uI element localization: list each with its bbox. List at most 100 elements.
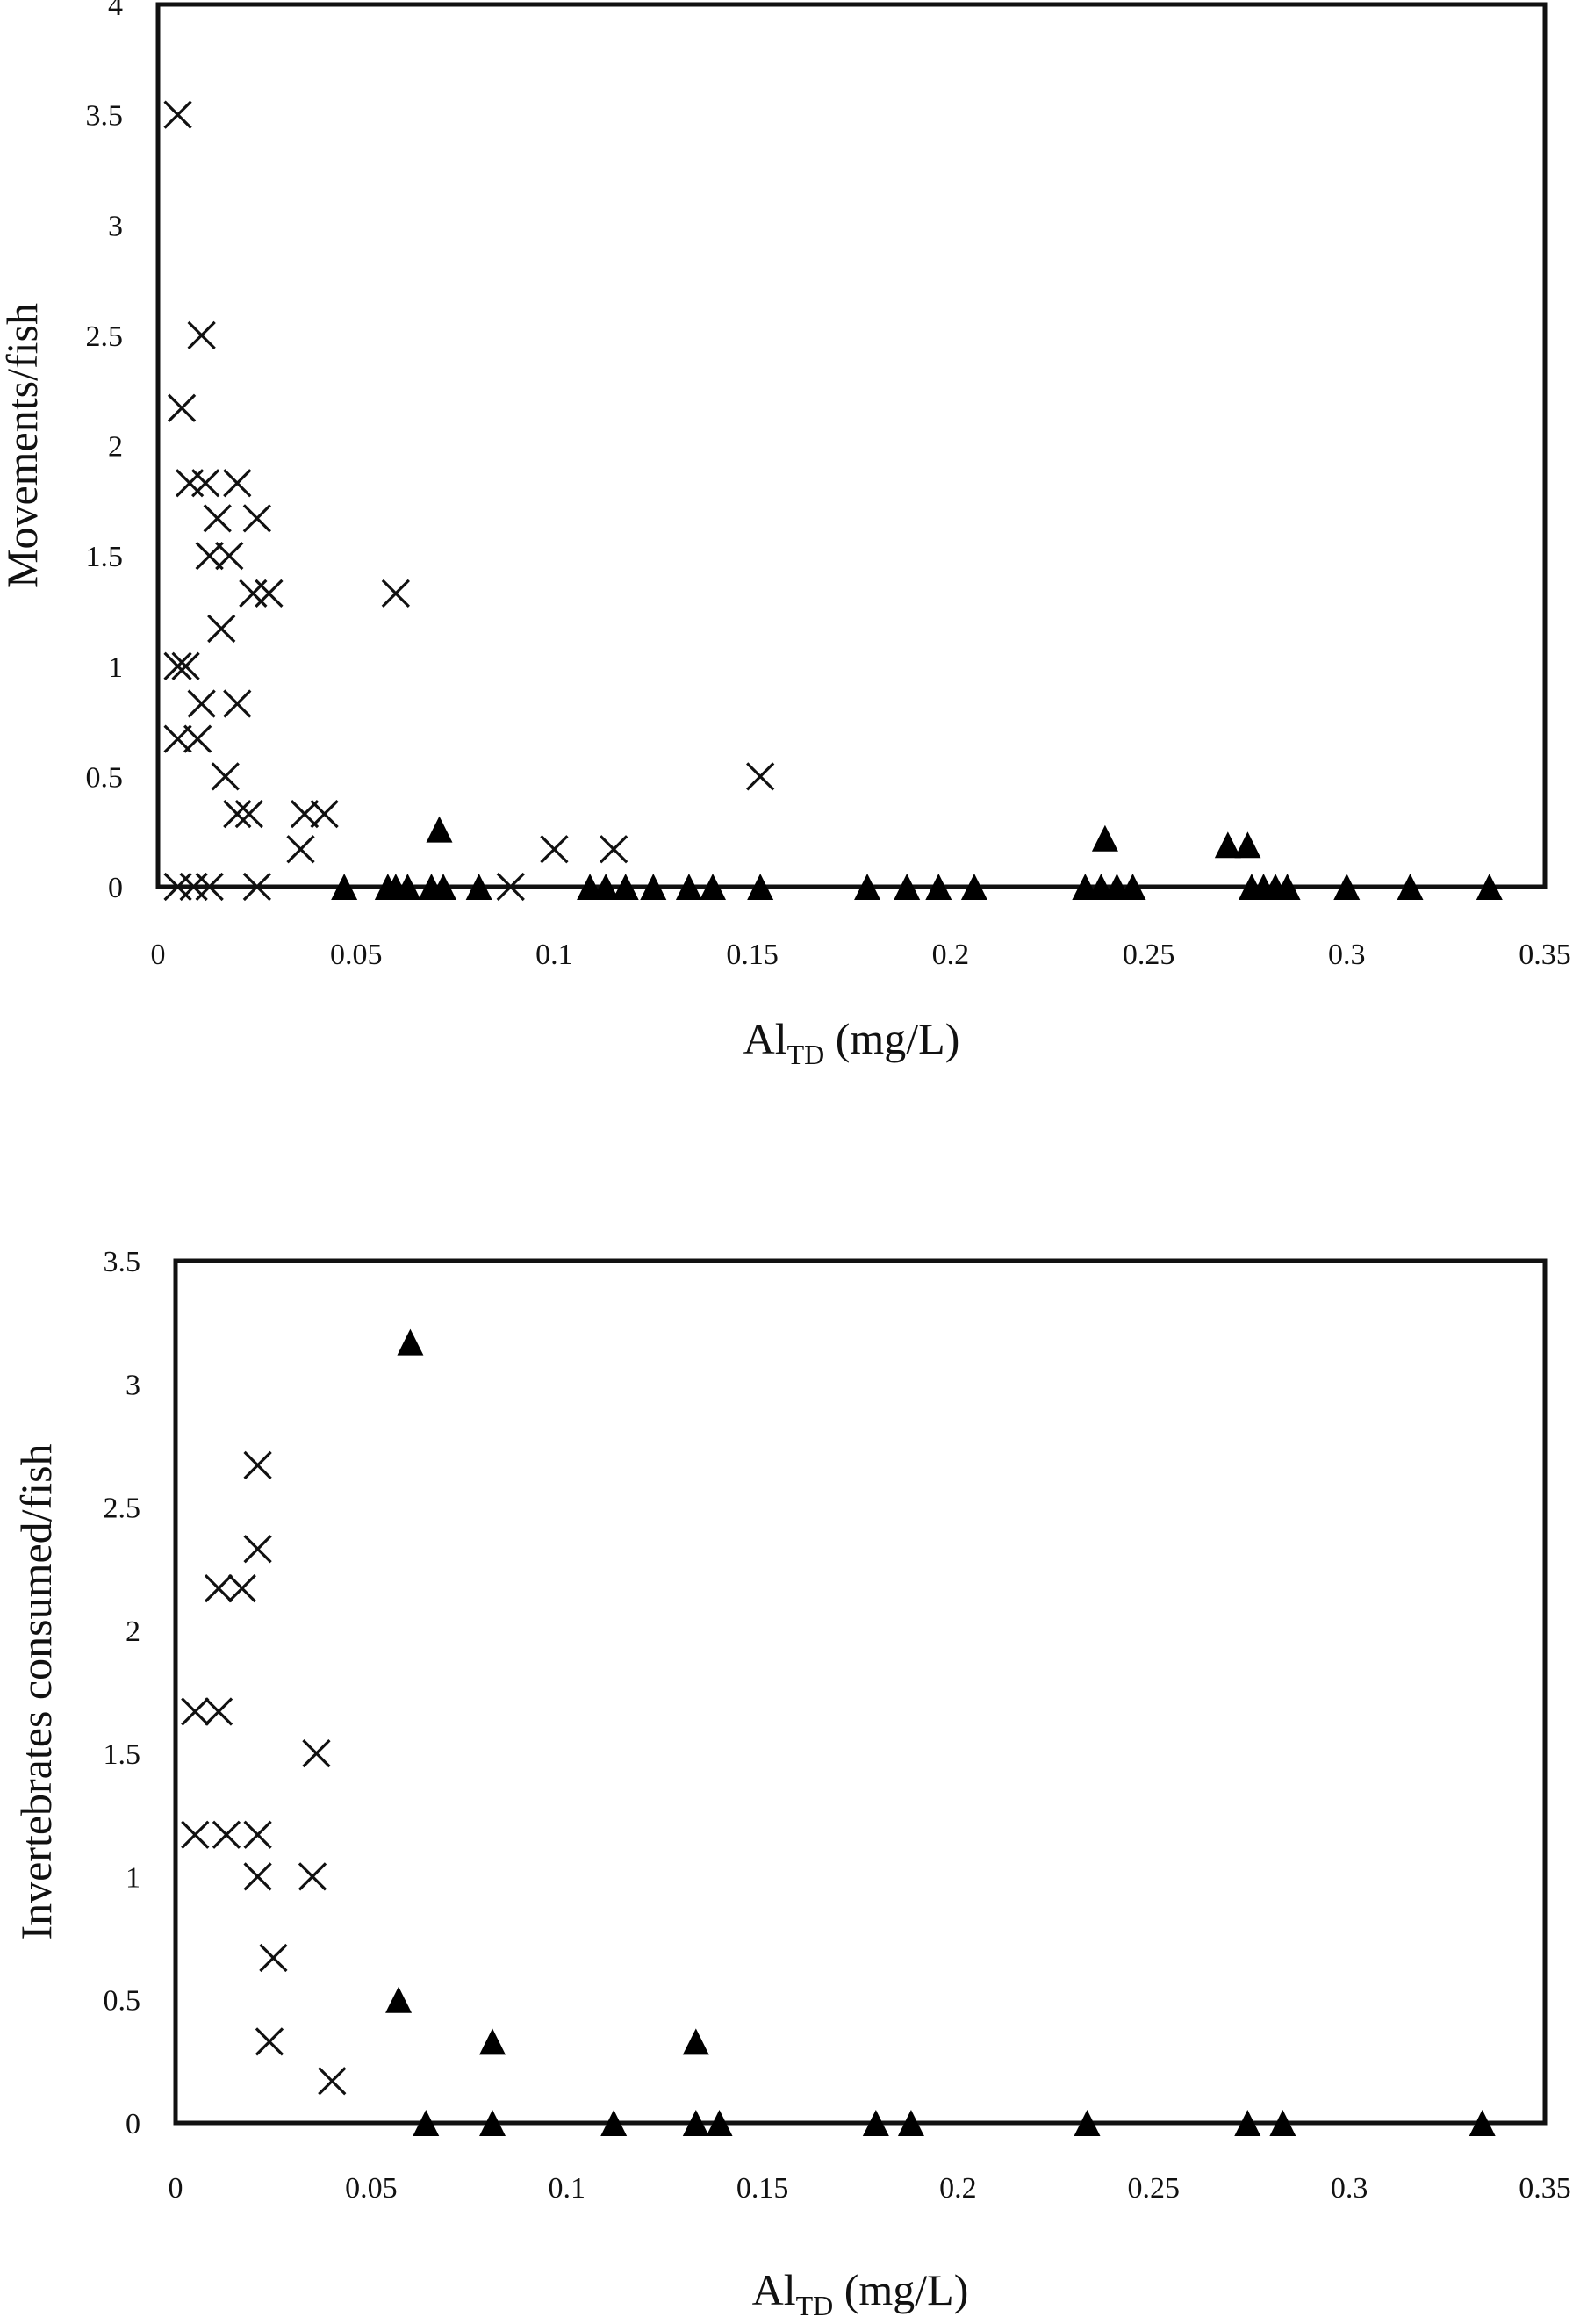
invertebrates-triangle-marker xyxy=(897,2110,924,2136)
movements-cross-marker xyxy=(183,724,212,753)
movements-cross-marker xyxy=(239,579,268,608)
invertebrates-triangle-marker xyxy=(385,1986,413,2013)
movements-triangle-marker xyxy=(1476,874,1503,900)
movements-x-tick-label: 0.1 xyxy=(535,939,573,971)
movements-triangle-marker xyxy=(1091,824,1118,852)
movements-x-tick-label: 0.2 xyxy=(932,939,970,971)
invertebrates-cross-marker xyxy=(243,1450,272,1480)
movements-triangle-marker xyxy=(854,874,881,900)
movements-x-tick-label: 0.3 xyxy=(1328,939,1366,971)
movements-cross-marker xyxy=(496,872,525,902)
invertebrates-cross-marker xyxy=(259,1943,288,1973)
movements-triangle-marker xyxy=(894,874,921,900)
movements-triangle-marker xyxy=(1119,874,1146,900)
invertebrates-y-tick-label: 0.5 xyxy=(104,1985,141,2018)
movements-triangle-marker xyxy=(675,874,702,900)
movements-x-tick-label: 0 xyxy=(151,939,166,971)
movements-cross-marker xyxy=(223,469,252,498)
invertebrates-x-tick-label: 0.15 xyxy=(736,2172,789,2205)
movements-triangle-marker xyxy=(465,874,492,900)
movements-cross-marker xyxy=(207,614,236,644)
invertebrates-triangle-marker xyxy=(1269,2110,1296,2136)
movements-cross-marker xyxy=(211,762,240,791)
movements-x-axis-title: AlTD (mg/L) xyxy=(743,1014,960,1070)
movements-triangle-marker xyxy=(394,874,421,900)
movements-y-tick-label: 2.5 xyxy=(86,320,124,353)
invertebrates-y-tick-label: 0 xyxy=(126,2108,140,2141)
invertebrates-triangle-marker xyxy=(479,2110,506,2136)
movements-triangle-marker xyxy=(612,874,639,900)
movements-triangle-marker xyxy=(1214,831,1241,859)
movements-cross-marker xyxy=(163,100,192,129)
movements-cross-marker xyxy=(195,872,224,902)
invertebrates-cross-marker xyxy=(243,1820,272,1849)
invertebrates-scatter-plot: 0 0.05 0.1 0.15 0.2 0.25 0.3 0.35 0 0.5 1 1.5 2 2.5 3 3… xyxy=(11,1246,1571,2321)
movements-triangle-marker xyxy=(331,874,358,900)
movements-cross-marker xyxy=(175,469,205,498)
movements-y-tick-label: 1 xyxy=(108,651,123,684)
movements-cross-marker xyxy=(746,762,775,791)
invertebrates-triangle-marker xyxy=(1469,2110,1496,2136)
invertebrates-triangle-marker xyxy=(479,2028,506,2055)
movements-cross-marker xyxy=(203,504,232,533)
movements-cross-marker xyxy=(381,579,410,608)
movements-cross-marker xyxy=(290,799,320,829)
movements-cross-marker xyxy=(242,872,271,902)
invertebrates-triangle-marker xyxy=(682,2028,709,2055)
invertebrates-cross-marker xyxy=(212,1820,241,1849)
invertebrates-triangle-marker xyxy=(397,1328,424,1356)
movements-cross-marker xyxy=(310,799,339,829)
invertebrates-cross-marker xyxy=(255,2027,284,2056)
invertebrates-x-tick-label: 0.25 xyxy=(1128,2172,1181,2205)
invertebrates-triangle-marker xyxy=(706,2110,733,2136)
movements-triangle-marker xyxy=(426,816,453,843)
movements-triangle-marker xyxy=(1274,874,1301,900)
invertebrates-x-tick-label: 0.3 xyxy=(1331,2172,1368,2205)
movements-cross-marker xyxy=(215,541,244,571)
movements-y-tick-label: 3 xyxy=(108,210,123,242)
invertebrates-y-tick-label: 3 xyxy=(126,1369,140,1401)
movements-cross-marker xyxy=(242,504,271,533)
movements-y-tick-label: 3.5 xyxy=(86,100,124,133)
movements-x-tick-label: 0.25 xyxy=(1123,939,1175,971)
movements-cross-marker xyxy=(234,799,263,829)
invertebrates-cross-marker xyxy=(243,1862,272,1891)
movements-cross-marker xyxy=(171,651,200,680)
invertebrates-triangle-marker xyxy=(1234,2110,1261,2136)
movements-triangle-marker xyxy=(960,874,988,900)
invertebrates-triangle-marker xyxy=(1074,2110,1101,2136)
invertebrates-triangle-marker xyxy=(413,2110,440,2136)
movements-triangle-marker xyxy=(640,874,667,900)
movements-cross-marker xyxy=(167,393,197,422)
invertebrates-cross-marker xyxy=(302,1739,331,1768)
invertebrates-cross-marker xyxy=(181,1697,210,1726)
invertebrates-plot-frame xyxy=(173,1258,1548,2126)
invertebrates-x-tick-label: 0.1 xyxy=(548,2172,585,2205)
invertebrates-y-tick-label: 2.5 xyxy=(104,1493,141,1525)
movements-triangle-marker xyxy=(1333,874,1361,900)
movements-y-axis-title: Movements/fish xyxy=(0,303,47,588)
movements-cross-marker xyxy=(187,320,216,350)
movements-cross-marker xyxy=(223,689,252,718)
movements-y-tick-label: 0.5 xyxy=(86,761,124,794)
movements-cross-marker xyxy=(286,835,315,864)
invertebrates-cross-marker xyxy=(181,1820,210,1849)
movements-triangle-marker xyxy=(1234,831,1261,859)
movements-triangle-marker xyxy=(592,874,620,900)
invertebrates-triangle-marker xyxy=(862,2110,889,2136)
invertebrates-cross-marker xyxy=(243,1535,272,1564)
invertebrates-cross-marker xyxy=(298,1862,327,1891)
invertebrates-x-tick-label: 0.35 xyxy=(1519,2172,1571,2205)
movements-cross-marker xyxy=(187,689,216,718)
movements-cross-marker xyxy=(191,469,220,498)
movements-cross-marker xyxy=(163,651,192,680)
invertebrates-x-tick-label: 0 xyxy=(169,2172,183,2205)
movements-cross-marker xyxy=(255,579,284,608)
movements-x-tick-label: 0.05 xyxy=(330,939,383,971)
movements-triangle-marker xyxy=(1397,874,1424,900)
movements-scatter-plot: 0 0.05 0.1 0.15 0.2 0.25 0.3 0.35 0 0.5 1 1.5 2 2.5 3 3… xyxy=(0,0,1571,1070)
invertebrates-x-axis-title: AlTD (mg/L) xyxy=(752,2265,969,2321)
movements-triangle-marker xyxy=(747,874,774,900)
invertebrates-cross-marker xyxy=(318,2067,347,2096)
